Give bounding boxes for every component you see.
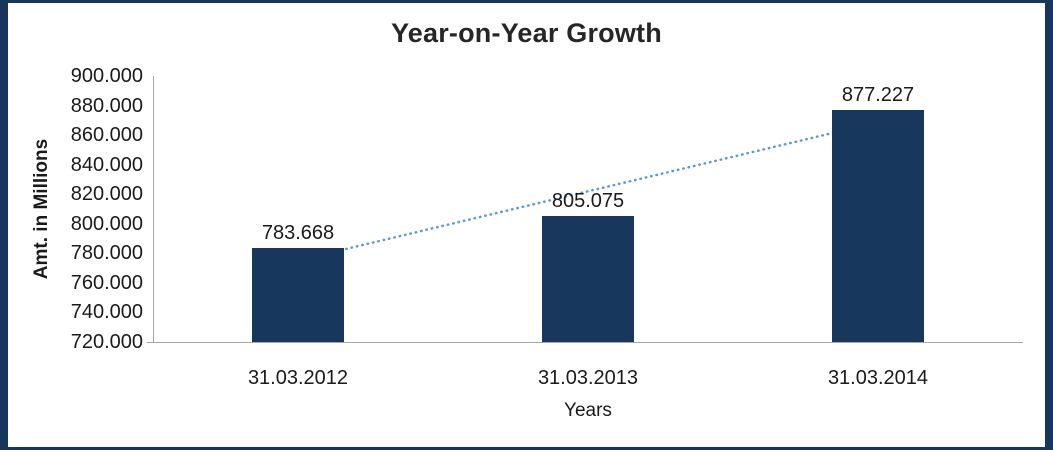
plot-area: 900.000 880.000 860.000 840.000 820.000 800.0…: [71, 65, 1023, 389]
y-tick-label: 840.000: [70, 153, 143, 176]
bar: [542, 216, 634, 342]
y-tick-label: 740.000: [70, 301, 143, 324]
x-axis-line: [147, 342, 1023, 343]
x-category-label: 31.03.2013: [537, 367, 639, 389]
bar: [832, 109, 924, 342]
x-category-label: 31.03.2014: [827, 367, 929, 389]
y-tick-label: 760.000: [70, 271, 143, 294]
chart-title: Year-on-Year Growth: [391, 18, 662, 48]
y-axis-line: [153, 76, 154, 342]
x-axis-title: Years: [564, 400, 612, 421]
y-tick-label: 880.000: [70, 94, 143, 117]
y-tick-label: 900.000: [70, 65, 143, 87]
bar-value-label: 877.227: [841, 83, 915, 106]
y-tick-label: 800.000: [70, 212, 143, 235]
bar-value-label: 805.075: [551, 190, 625, 213]
bar: [252, 247, 344, 342]
y-tick-label: 860.000: [70, 124, 143, 147]
trendline: [296, 120, 880, 262]
bar-value-label: 783.668: [261, 221, 335, 244]
y-tick-label: 820.000: [70, 183, 143, 206]
trendline-segment: [296, 120, 880, 262]
y-tick-label: 720.000: [70, 331, 143, 353]
x-category-label: 31.03.2012: [247, 367, 349, 389]
y-tick-label: 780.000: [70, 242, 143, 265]
